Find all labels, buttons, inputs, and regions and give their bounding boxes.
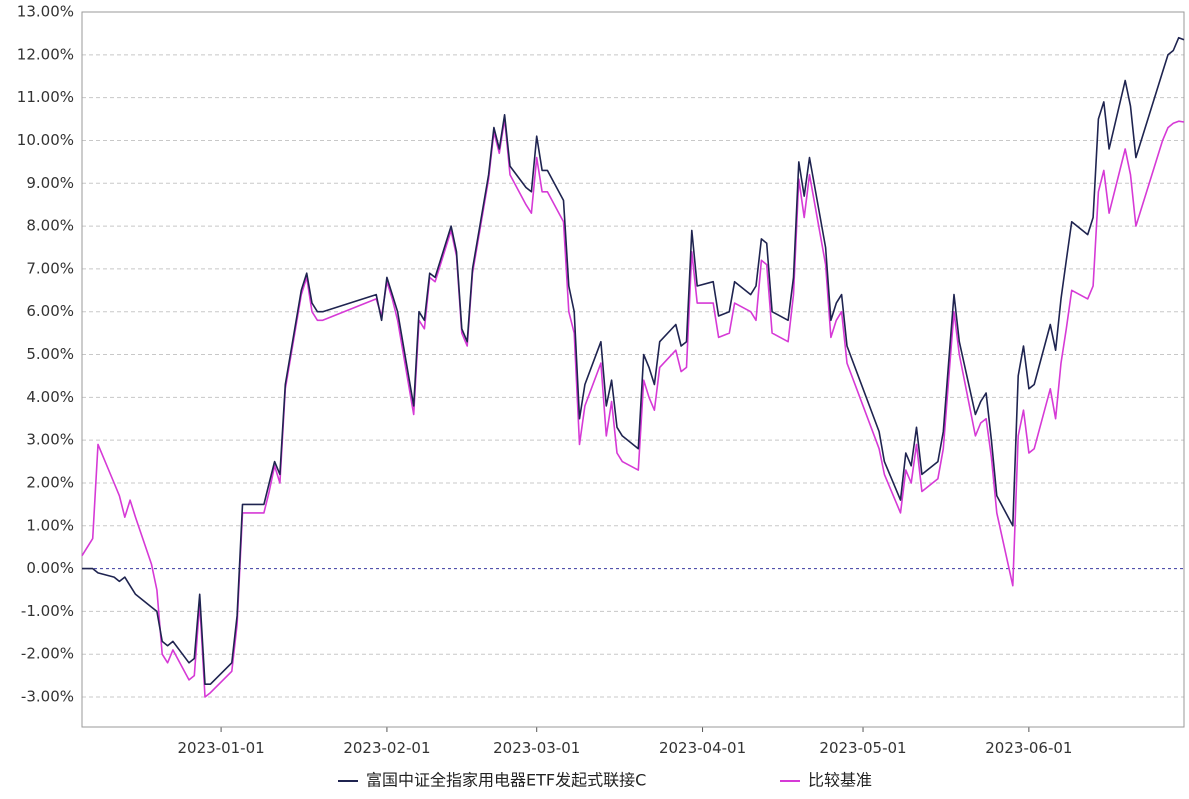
y-tick-label: 1.00% [26,516,74,534]
gridlines [82,11,1184,698]
y-tick-label: 11.00% [17,88,74,106]
y-tick-label: 12.00% [17,45,74,63]
x-tick-label: 2023-06-01 [985,739,1072,757]
y-tick-label: 9.00% [26,174,74,192]
plot-frame [81,11,1185,728]
y-tick-label: -2.00% [21,645,74,663]
x-tick-label: 2023-02-01 [343,739,430,757]
x-axis-ticks: 2023-01-01 2023-02-01 2023-03-01 2023-04-01… [177,727,1072,757]
x-tick-label: 2023-05-01 [819,739,906,757]
legend-item-fund: 富国中证全指家用电器ETF发起式联接C [338,771,646,790]
legend-label-fund: 富国中证全指家用电器ETF发起式联接C [366,771,646,790]
legend-label-benchmark: 比较基准 [808,771,872,790]
legend-item-benchmark: 比较基准 [780,771,872,790]
y-tick-label: 10.00% [17,131,74,149]
series-line-benchmark [81,118,1185,698]
y-axis-ticks: -3.00% -2.00% -1.00% 0.00% 1.00% 2.00% 3.00% 4.… [17,3,74,706]
x-tick-label: 2023-01-01 [177,739,264,757]
y-tick-label: 6.00% [26,302,74,320]
y-tick-label: 4.00% [26,388,74,406]
y-tick-label: 2.00% [26,473,74,491]
y-tick-label: 7.00% [26,259,74,277]
y-tick-label: 5.00% [26,345,74,363]
x-tick-label: 2023-03-01 [493,739,580,757]
y-tick-label: 8.00% [26,217,74,235]
y-tick-label: -1.00% [21,602,74,620]
x-tick-label: 2023-04-01 [659,739,746,757]
y-tick-label: -3.00% [21,688,74,706]
y-tick-label: 13.00% [17,3,74,21]
y-tick-label: 0.00% [26,559,74,577]
y-tick-label: 3.00% [26,431,74,449]
legend: 富国中证全指家用电器ETF发起式联接C 比较基准 [338,771,872,790]
series-lines [81,36,1185,698]
series-line-fund [82,36,1185,686]
